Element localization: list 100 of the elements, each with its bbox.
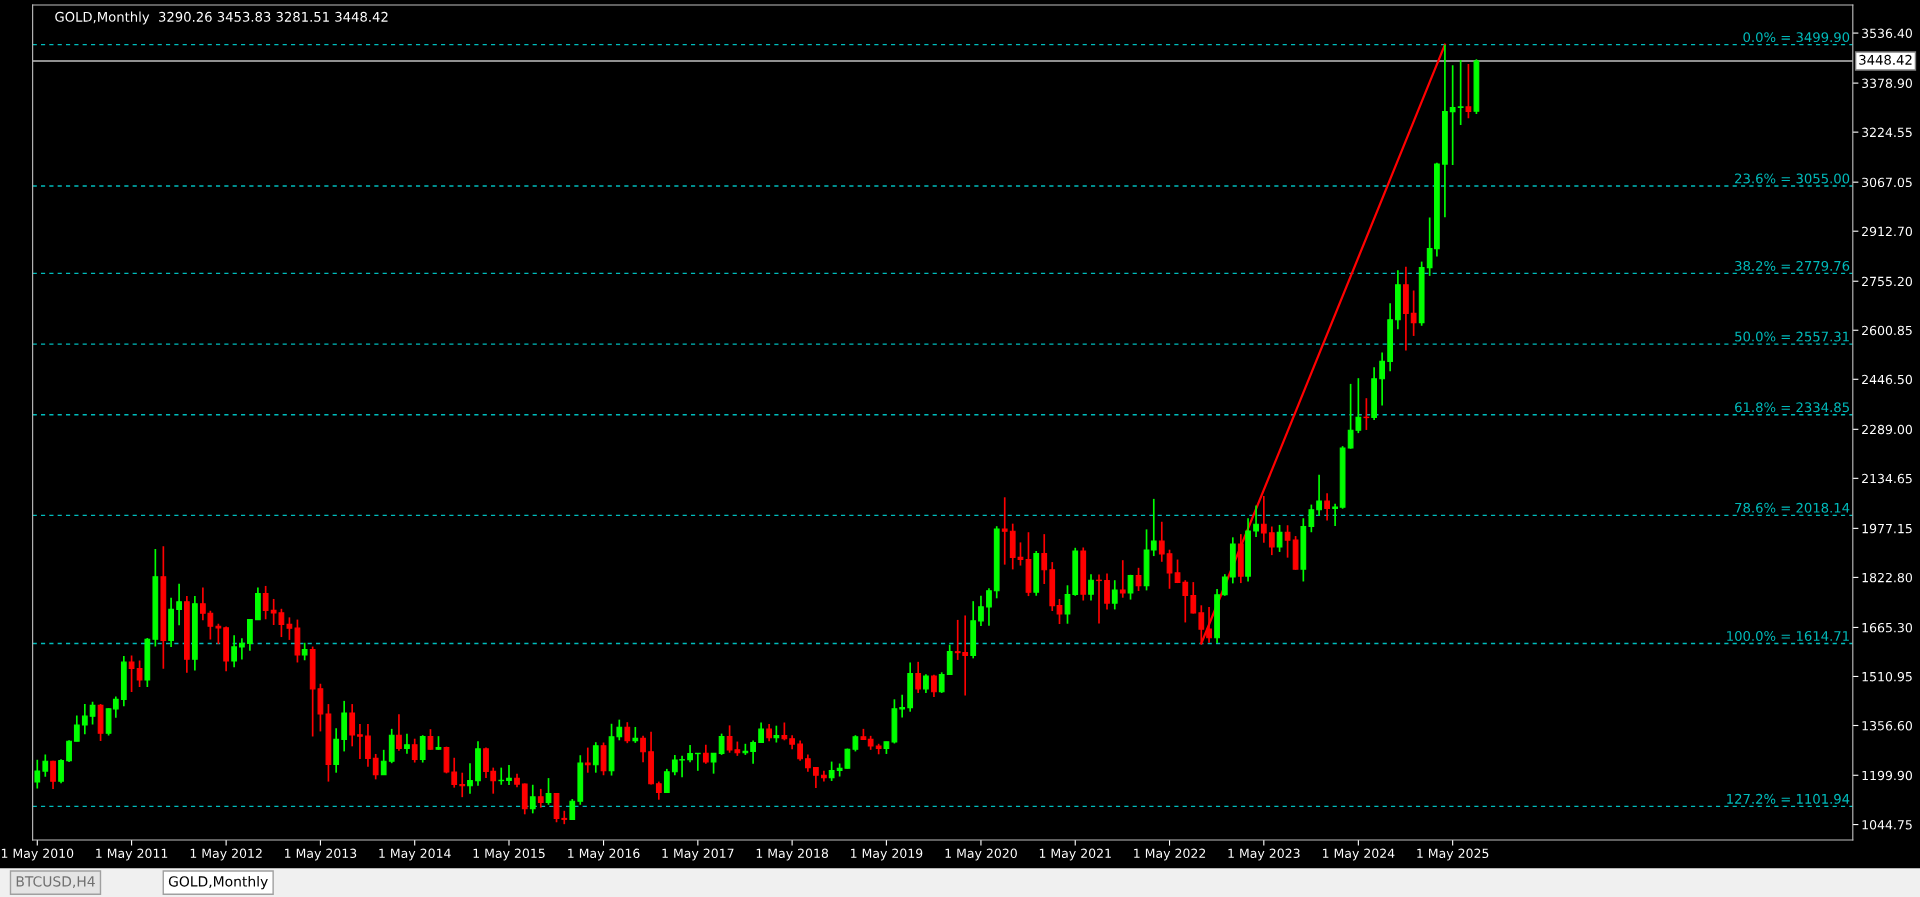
candlestick (655, 780, 662, 801)
candlestick (986, 587, 992, 627)
y-tick-label: 1044.75 (1862, 820, 1912, 830)
x-tick-label: 1 May 2025 (1417, 848, 1489, 861)
candlestick (411, 737, 418, 764)
candlestick (1111, 579, 1118, 611)
candlestick (1308, 503, 1315, 534)
y-tick-label: 1356.60 (1862, 720, 1912, 731)
x-tick-label: 1 May 2016 (568, 848, 640, 861)
x-tick-label: 1 May 2018 (756, 848, 829, 861)
candlestick (899, 694, 906, 719)
x-tick-label: 1 May 2023 (1228, 848, 1300, 861)
y-tick-label: 1510.95 (1862, 671, 1912, 682)
candlestick (1465, 63, 1472, 120)
x-tick-label: 1 May 2021 (1039, 848, 1111, 861)
candlestick (750, 739, 756, 765)
candlestick (1253, 504, 1259, 538)
candlestick (1268, 525, 1275, 556)
candlestick (459, 771, 466, 798)
candlestick (758, 721, 764, 744)
candlestick (640, 735, 646, 764)
ref-line-label: 100.0% = 1614.71 (1727, 630, 1849, 641)
y-tick-label: 1977.15 (1862, 523, 1912, 534)
y-tick-label: 2755.20 (1862, 276, 1912, 287)
candlestick (529, 783, 536, 815)
candlestick (702, 743, 709, 765)
candlestick (1410, 289, 1417, 337)
text: BTCUSD,H4 (16, 876, 95, 889)
candlestick (710, 752, 717, 775)
candlestick (81, 703, 88, 736)
candlestick (365, 723, 371, 768)
ref-line-label: 50.0% = 2557.31 (1735, 331, 1849, 342)
candlestick (239, 637, 245, 661)
candlestick (1260, 495, 1267, 544)
candlestick (1190, 581, 1197, 615)
x-tick-label: 1 May 2014 (379, 848, 451, 861)
candlestick (89, 701, 96, 726)
candlestick (247, 618, 253, 652)
candlestick (797, 739, 804, 762)
candlestick (58, 758, 64, 785)
x-tick-label: 1 May 2019 (851, 848, 923, 861)
candlestick (828, 760, 835, 782)
candlestick (396, 713, 402, 752)
candlestick (632, 726, 639, 744)
x-tick-label: 1 May 2022 (1134, 848, 1206, 861)
candlestick (467, 762, 473, 795)
candlestick (231, 634, 238, 669)
candlestick (663, 768, 670, 794)
x-tick-label: 1 May 2024 (1322, 848, 1395, 861)
candlestick (1166, 548, 1173, 590)
candlestick (357, 723, 363, 760)
candlestick (1127, 573, 1134, 601)
candlestick (1284, 524, 1291, 559)
candlestick (286, 616, 293, 641)
candlestick (718, 732, 725, 756)
candlestick (923, 673, 929, 694)
y-tick-label: 1822.80 (1862, 572, 1912, 583)
candlestick (262, 585, 269, 621)
y-tick-label: 3536.40 (1862, 28, 1912, 38)
candlestick (1064, 584, 1071, 625)
x-tick-label: 1 May 2011 (96, 848, 168, 861)
candlestick (561, 809, 568, 825)
candlestick (1158, 520, 1165, 563)
y-tick-label: 2289.00 (1862, 424, 1912, 435)
candlestick (176, 582, 182, 627)
candlestick (136, 659, 143, 688)
text: GOLD,Monthly (168, 875, 268, 890)
candlestick (569, 798, 576, 821)
chart-title: GOLD,Monthly 3290.26 3453.83 3281.51 3448.42 (55, 11, 388, 25)
x-tick-label: 1 May 2012 (190, 848, 262, 861)
x-tick-label: 1 May 2020 (945, 848, 1017, 861)
candlestick (380, 748, 387, 776)
candlestick (1324, 492, 1330, 522)
x-tick-label: 1 May 2013 (285, 848, 357, 861)
candlestick (592, 741, 599, 774)
candlestick (73, 714, 80, 743)
candlestick (404, 732, 410, 755)
candlestick (1119, 559, 1126, 599)
candlestick (1449, 64, 1456, 166)
candlestick (537, 788, 544, 809)
candlestick (1276, 524, 1283, 553)
candlestick (1457, 59, 1464, 126)
candlestick (1104, 572, 1110, 611)
ref-line-label: 0.0% = 3499.90 (1743, 32, 1850, 43)
candlestick (813, 766, 819, 789)
candlestick (1041, 533, 1048, 585)
y-tick-label: 1199.90 (1862, 770, 1912, 781)
candlestick (128, 654, 135, 693)
y-tick-label: 2912.70 (1862, 226, 1912, 237)
candlestick (1088, 573, 1094, 602)
candlestick (624, 721, 631, 744)
y-tick-label: 3378.90 (1862, 78, 1912, 89)
candlestick (978, 594, 984, 627)
candlestick (372, 753, 379, 781)
candlestick (1221, 573, 1228, 597)
x-tick-label: 1 May 2015 (473, 848, 545, 861)
y-tick-label: 3067.05 (1862, 177, 1912, 188)
candlestick (1332, 502, 1338, 527)
candlestick (1135, 566, 1142, 592)
candlestick (34, 758, 41, 790)
